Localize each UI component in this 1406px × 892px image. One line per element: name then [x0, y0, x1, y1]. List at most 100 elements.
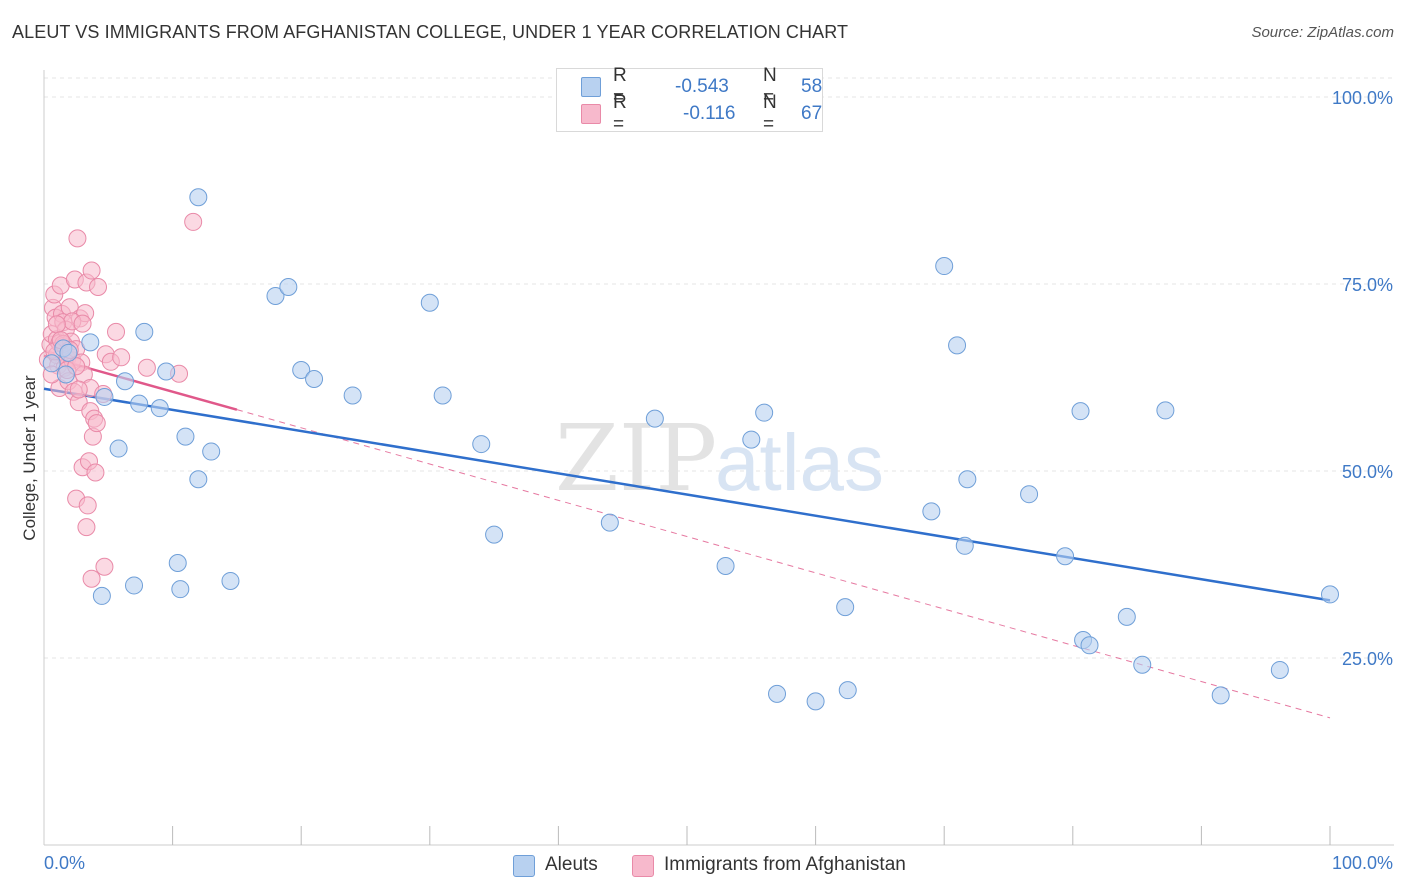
aleut-point: [838, 681, 857, 700]
aleut-point: [95, 387, 114, 406]
afghanistan-point: [77, 518, 96, 537]
aleut-point: [56, 365, 75, 384]
aleut-point: [59, 343, 78, 362]
aleut-point: [1211, 686, 1230, 705]
legend-n-label: N =: [763, 92, 777, 135]
aleut-point: [176, 427, 195, 446]
aleut-point: [645, 409, 664, 428]
aleut-point: [189, 188, 208, 207]
afghanistan-point: [112, 348, 131, 367]
legend-r-label: R =: [613, 65, 627, 108]
y-tick-label: 75.0%: [1342, 275, 1393, 295]
tick-labels: 25.0% 50.0% 75.0% 100.0% 0.0% 100.0%: [44, 88, 1393, 873]
y-tick-label: 50.0%: [1342, 462, 1393, 482]
aleut-point: [81, 333, 100, 352]
legend-swatch-afghanistan: [632, 855, 654, 877]
afghanistan-point: [87, 414, 106, 433]
aleut-trend-line: [43, 387, 1331, 602]
watermark: ZIP atlas: [555, 405, 884, 512]
x-tick-label: 0.0%: [44, 853, 85, 873]
aleut-point: [935, 257, 954, 276]
aleut-point: [150, 399, 169, 418]
aleut-point: [1056, 547, 1075, 566]
legend-r-label: R =: [613, 92, 627, 135]
legend-n-value: 58: [801, 76, 823, 97]
aleut-point: [305, 369, 324, 388]
legend-r-value: -0.543: [675, 76, 729, 97]
aleut-point: [958, 470, 977, 489]
afghanistan-point: [95, 557, 114, 576]
aleut-point: [420, 293, 439, 312]
afghanistan-point: [82, 261, 101, 280]
afghanistan-point: [89, 277, 108, 296]
aleut-point: [130, 394, 149, 413]
aleut-point: [266, 286, 285, 305]
afghanistan-point: [73, 314, 92, 333]
y-tick-label: 25.0%: [1342, 649, 1393, 669]
correlation-legend: R = -0.543 N = 58 R = -0.116 N = 67: [556, 65, 823, 135]
aleut-point: [755, 403, 774, 422]
aleut-point: [109, 439, 128, 458]
aleut-point: [955, 536, 974, 555]
aleut-point: [1071, 402, 1090, 421]
aleut-point: [202, 442, 221, 461]
aleut-point: [343, 386, 362, 405]
aleut-point: [168, 554, 187, 573]
afghanistan-point: [82, 569, 101, 588]
legend-n-value: 67: [801, 103, 823, 124]
aleut-point: [1080, 636, 1099, 655]
aleut-point: [157, 362, 176, 381]
aleut-point: [42, 354, 61, 373]
chart-title: ALEUT VS IMMIGRANTS FROM AFGHANISTAN COL…: [12, 22, 849, 42]
aleut-point: [806, 692, 825, 711]
afghanistan-point: [47, 315, 66, 334]
aleut-point: [922, 502, 941, 521]
aleut-point: [279, 277, 298, 296]
afghanistan-point: [86, 463, 105, 482]
aleut-point: [836, 598, 855, 617]
watermark-atlas: atlas: [715, 418, 884, 507]
aleut-point: [716, 556, 735, 575]
aleut-point: [92, 586, 111, 605]
aleut-point: [1270, 660, 1289, 679]
aleut-point: [472, 435, 491, 454]
aleut-point: [1133, 655, 1152, 674]
series-aleuts-points: [42, 188, 1339, 711]
afghanistan-point: [137, 358, 156, 377]
aleut-point: [1156, 401, 1175, 420]
y-tick-label: 100.0%: [1332, 88, 1393, 108]
afghanistan-point: [107, 322, 126, 341]
aleut-point: [1020, 485, 1039, 504]
aleut-point: [1117, 607, 1136, 626]
legend-swatch-aleuts: [513, 855, 535, 877]
legend-swatch-aleuts: [581, 77, 601, 97]
aleut-point: [768, 684, 787, 703]
aleut-point: [948, 336, 967, 355]
legend-n-label: N =: [763, 65, 777, 108]
aleut-point: [171, 580, 190, 599]
aleut-point: [292, 361, 311, 380]
afghanistan-point: [69, 380, 88, 399]
aleut-point: [125, 576, 144, 595]
source-attribution: Source: ZipAtlas.com: [1251, 24, 1394, 41]
aleut-point: [433, 386, 452, 405]
aleut-point: [135, 322, 154, 341]
x-tick-label: 100.0%: [1332, 853, 1393, 873]
series-legend: Aleuts Immigrants from Afghanistan: [0, 852, 1406, 878]
aleut-point: [221, 571, 240, 590]
series-legend-label: Aleuts: [545, 854, 598, 875]
afghanistan-point: [68, 229, 87, 248]
aleut-point: [485, 525, 504, 544]
aleut-point: [600, 513, 619, 532]
legend-r-value: -0.116: [683, 103, 736, 124]
aleut-point: [189, 470, 208, 489]
aleut-point: [742, 430, 761, 449]
legend-swatch-afghanistan: [581, 104, 601, 124]
series-legend-label: Immigrants from Afghanistan: [664, 854, 906, 875]
aleut-point: [1321, 585, 1339, 604]
afghanistan-point: [184, 212, 203, 231]
aleut-point: [116, 372, 135, 391]
afghanistan-point: [78, 496, 97, 515]
axes: [43, 70, 1394, 846]
